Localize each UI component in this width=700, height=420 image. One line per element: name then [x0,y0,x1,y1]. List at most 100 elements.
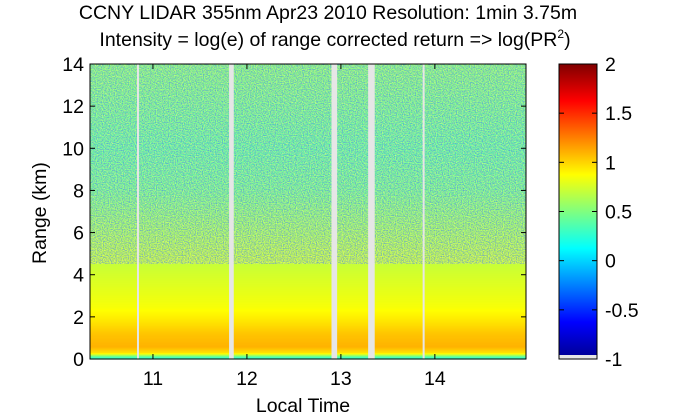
heatmap-band [90,333,526,336]
y-tick-label: 6 [73,223,84,245]
colorbar-tick-label: 0.5 [605,202,632,224]
heatmap-noise-low [90,64,526,264]
heatmap-band [90,269,526,272]
heatmap-band [90,338,526,341]
heatmap-band [90,332,526,335]
heatmap-band [90,292,526,295]
heatmap-band [90,302,526,304]
heatmap-band [90,318,526,321]
y-tick-label: 0 [73,349,84,371]
chart-title: CCNY LIDAR 355nm Apr23 2010 Resolution: … [78,2,578,24]
y-tick-label: 8 [73,180,84,202]
heatmap-band [90,314,526,317]
heatmap-band [90,313,526,316]
heatmap-band [90,312,526,315]
data-gaps [136,64,425,359]
heatmap-band [90,348,526,351]
heatmap-band [90,354,526,357]
heatmap-band [90,287,526,290]
heatmap-band [90,334,526,337]
heatmap-band [90,335,526,338]
heatmap-band [90,273,526,276]
heatmap-band [90,293,526,296]
x-tick-label: 11 [143,368,163,390]
heatmap-band [90,321,526,323]
heatmap-band [90,306,526,308]
heatmap-band [90,295,526,298]
heatmap-band [90,288,526,291]
heatmap-band [90,322,526,324]
y-tick-label: 10 [62,138,84,160]
heatmap-band [90,336,526,339]
colorbar-ticks: -1 -0.5 0 0.5 1 1.5 2 [559,54,639,371]
chart-subtitle: Intensity = log(e) of range corrected re… [0,28,685,51]
heatmap-band [90,341,526,343]
plot-frame [89,63,527,360]
data-gap [136,64,139,359]
heatmap-band [90,275,526,278]
heatmap-band [90,346,526,349]
heatmap-band [90,301,526,303]
data-gap [229,64,234,359]
heatmap-band [90,271,526,274]
heatmap-band [90,266,526,268]
colorbar-tick-label: 0 [605,251,616,273]
heatmap-band [90,307,526,310]
subtitle-superscript: 2 [557,27,565,41]
heatmap-band [90,317,526,320]
heatmap-band [90,304,526,306]
heatmap-band [90,286,526,288]
heatmap-band [90,324,526,326]
heatmap-band [90,325,526,327]
heatmap-band [90,316,526,319]
data-gap [368,64,375,359]
colorbar-gradient [559,64,597,359]
heatmap-band [90,349,526,352]
heatmap-band [90,297,526,300]
heatmap-band [90,265,526,267]
heatmap-band [90,291,526,294]
y-axis-label: Range (km) [29,162,51,264]
heatmap-plot-area [89,63,527,360]
colorbar-tick-label: -1 [605,349,622,371]
x-axis: 11 12 13 14 [143,64,446,390]
colorbar-tick-label: 1.5 [605,103,632,125]
heatmap-band [90,277,526,280]
heatmap-band [90,290,526,293]
heatmap-band [90,303,526,305]
heatmap-band [90,281,526,283]
colorbar-tick-label: -0.5 [605,300,639,322]
heatmap-band [90,309,526,312]
heatmap-band [90,267,526,269]
y-tick-label: 12 [62,96,84,118]
x-tick-label: 13 [330,368,352,390]
heatmap-band [90,300,526,302]
heatmap-band [90,352,526,355]
colorbar-tick-label: 1 [605,152,616,174]
heatmap-band [90,284,526,286]
heatmap-band [90,323,526,325]
heatmap-band [90,326,526,328]
heatmap-band [90,344,526,346]
y-axis: 0 2 4 6 8 10 12 14 [62,54,526,371]
heatmap-band [90,298,526,301]
colorbar-tick-label: 2 [605,54,616,76]
heatmap-band [90,282,526,284]
heatmap-band [90,327,526,330]
heatmap-band [90,320,526,322]
heatmap-band [90,356,526,359]
subtitle-close: ) [564,29,571,51]
colorbar-bottom-swatch [559,355,597,359]
x-axis-label: Local Time [256,395,350,417]
heatmap-band [90,279,526,282]
heatmap-band [90,296,526,299]
heatmap-band [90,347,526,350]
heatmap-band [90,353,526,356]
heatmap-band [90,272,526,275]
subtitle-text: Intensity = log(e) of range corrected re… [99,29,558,51]
y-tick-label: 2 [73,307,84,329]
heatmap-band [90,350,526,353]
heatmap-band [90,330,526,333]
heatmap-band [90,343,526,345]
